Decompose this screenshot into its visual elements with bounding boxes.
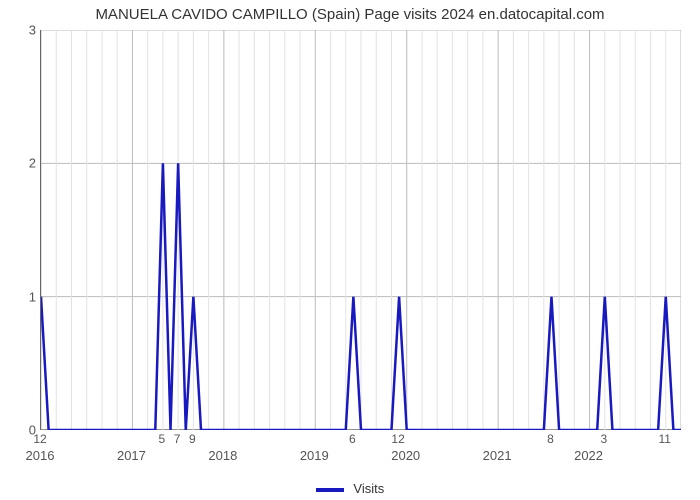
x-point-label: 7 [174,432,181,446]
y-tick-label: 3 [6,23,36,38]
x-year-label: 2020 [391,448,420,463]
x-point-label: 5 [159,432,166,446]
chart-title: MANUELA CAVIDO CAMPILLO (Spain) Page vis… [0,6,700,23]
plot-area [40,30,680,430]
x-point-label: 9 [189,432,196,446]
y-tick-label: 0 [6,423,36,438]
legend-swatch [316,488,344,492]
x-point-label: 12 [391,432,404,446]
legend-label: Visits [353,481,384,496]
x-year-label: 2016 [26,448,55,463]
y-tick-label: 2 [6,156,36,171]
legend: Visits [0,481,700,496]
x-year-label: 2017 [117,448,146,463]
chart-svg [41,30,681,430]
y-tick-label: 1 [6,289,36,304]
x-year-label: 2018 [208,448,237,463]
x-point-label: 11 [659,432,671,446]
x-year-label: 2021 [483,448,512,463]
x-point-label: 12 [33,432,46,446]
x-point-label: 6 [349,432,356,446]
x-year-label: 2022 [574,448,603,463]
x-point-label: 3 [600,432,607,446]
chart-container: MANUELA CAVIDO CAMPILLO (Spain) Page vis… [0,0,700,500]
x-point-label: 8 [547,432,554,446]
x-year-label: 2019 [300,448,329,463]
